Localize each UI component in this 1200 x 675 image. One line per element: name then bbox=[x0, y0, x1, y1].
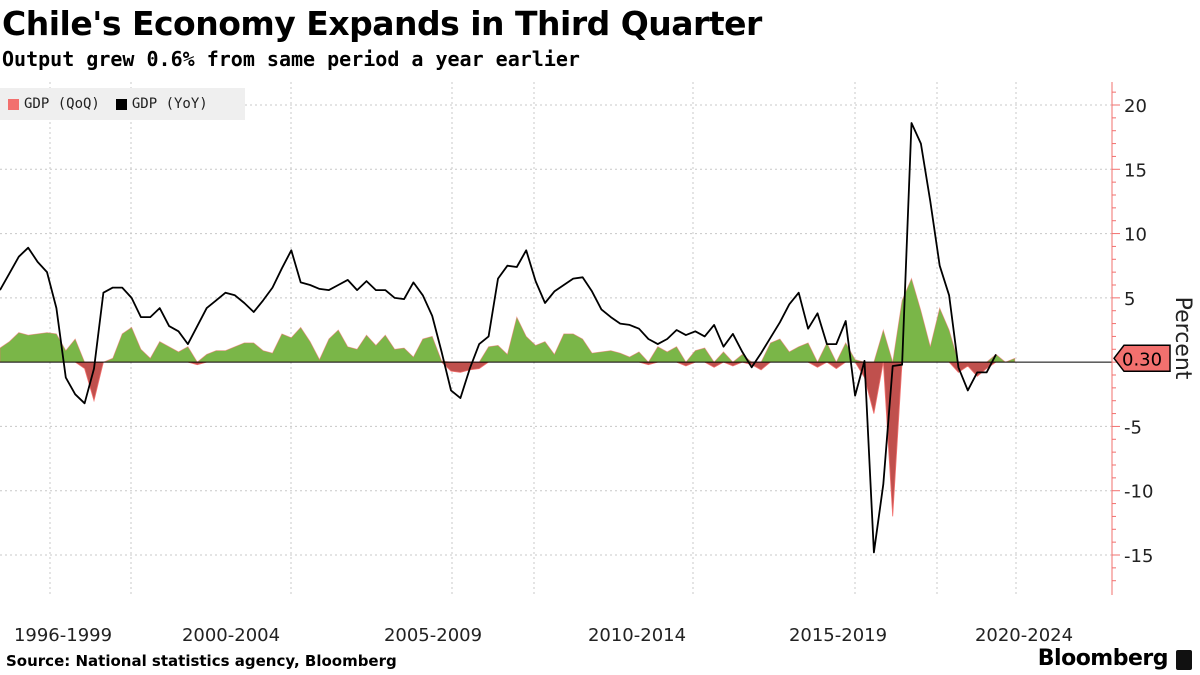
last-value-label: 0.30 bbox=[1122, 349, 1162, 370]
y-tick-label: -10 bbox=[1124, 482, 1153, 503]
legend-item-yoy[interactable]: GDP (YoY) bbox=[115, 96, 208, 112]
yoy-line bbox=[0, 122, 997, 554]
x-tick-label: 2020-2024 bbox=[975, 625, 1073, 646]
y-tick-label: 5 bbox=[1124, 289, 1135, 310]
qoq-area-negative bbox=[0, 361, 1016, 517]
brand-logo: Bloomberg bbox=[1037, 646, 1169, 671]
source-note: Source: National statistics agency, Bloo… bbox=[6, 652, 397, 670]
y-tick-label: -15 bbox=[1124, 546, 1153, 567]
chart-legend: GDP (QoQ) GDP (YoY) bbox=[0, 88, 245, 120]
x-tick-label: 2015-2019 bbox=[789, 625, 887, 646]
x-tick-label: 2010-2014 bbox=[588, 625, 686, 646]
legend-item-qoq[interactable]: GDP (QoQ) bbox=[8, 96, 100, 112]
chart-title: Chile's Economy Expands in Third Quarter bbox=[2, 4, 762, 43]
y-tick-label: -5 bbox=[1124, 417, 1142, 438]
last-value-tag bbox=[1113, 344, 1171, 373]
y-tick-label: 20 bbox=[1124, 96, 1147, 117]
x-tick-label: 1996-1999 bbox=[14, 625, 112, 646]
qoq-area-positive bbox=[0, 277, 1016, 364]
y-tick-label: 10 bbox=[1124, 225, 1147, 246]
chart-subtitle: Output grew 0.6% from same period a year… bbox=[2, 47, 580, 71]
bloomberg-terminal-icon bbox=[1176, 650, 1192, 670]
legend-swatch-yoy bbox=[115, 98, 127, 110]
legend-label-yoy: GDP (YoY) bbox=[131, 96, 208, 112]
legend-label-qoq: GDP (QoQ) bbox=[24, 96, 100, 112]
x-tick-label: 2005-2009 bbox=[384, 625, 482, 646]
y-tick-label: 15 bbox=[1124, 160, 1147, 181]
legend-swatch-qoq bbox=[8, 98, 19, 110]
x-tick-label: 2000-2004 bbox=[182, 625, 280, 646]
y-axis-label: Percent bbox=[1170, 297, 1195, 380]
